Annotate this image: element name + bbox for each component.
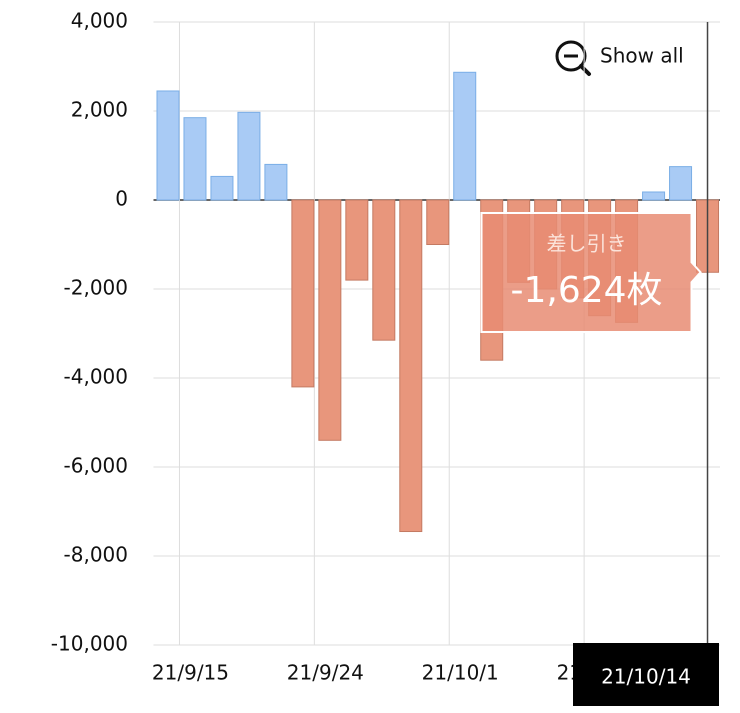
bar: [453, 71, 477, 201]
overlay: 差し引き -1,624枚 21/10/14: [480, 22, 719, 706]
bar: [291, 199, 315, 388]
y-tick-label: -4,000: [64, 365, 128, 389]
y-tick-label: -8,000: [64, 543, 128, 567]
tooltip-title: 差し引き: [547, 232, 627, 256]
grid: -10,000 -8,000 -6,000 -4,000 -2,000 0 2,000 4,0…: [51, 9, 720, 685]
zoom-icon-handle: [579, 64, 591, 76]
bar: [426, 199, 450, 245]
bar: [264, 163, 288, 201]
zoom-icon: [555, 40, 587, 72]
x-tick-label: 21/9/24: [287, 661, 364, 685]
bar: [669, 166, 693, 201]
bar: [345, 199, 369, 281]
bar: [318, 199, 342, 441]
y-tick-label: 0: [115, 187, 128, 211]
y-tick-label: -6,000: [64, 454, 128, 478]
bar: [210, 175, 234, 201]
y-tick-label: -10,000: [51, 632, 128, 656]
x-tick-label: 21/9/15: [152, 661, 229, 685]
y-tick-label: 2,000: [71, 98, 128, 122]
crosshair-label: 21/10/14: [601, 665, 691, 689]
bar: [399, 199, 423, 533]
reset-zoom-label: Show all: [600, 44, 684, 68]
y-tick-label: 4,000: [71, 9, 128, 33]
bar: [237, 111, 261, 201]
bar: [156, 90, 180, 201]
bar: [642, 191, 666, 201]
x-tick-label: 21/10/1: [422, 661, 499, 685]
tooltip-box: [480, 212, 702, 333]
crosshair-label-box: [573, 643, 719, 706]
bar: [372, 199, 396, 341]
tooltip-value: -1,624枚: [510, 270, 662, 311]
reset-zoom-button[interactable]: Show all: [555, 40, 684, 76]
bar: [183, 117, 207, 201]
y-tick-label: -2,000: [64, 276, 128, 300]
